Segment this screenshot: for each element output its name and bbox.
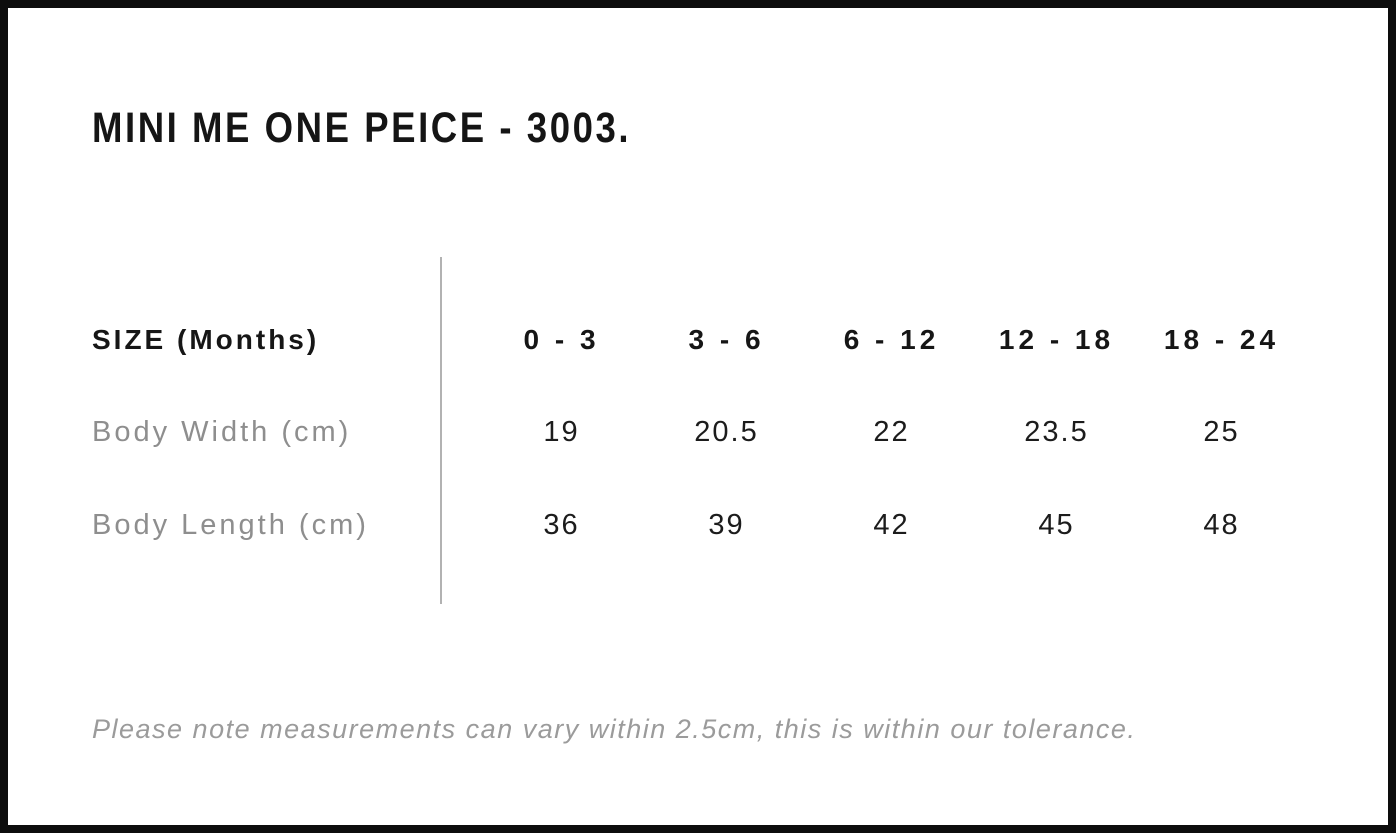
row-label-body-width: Body Width (cm)	[92, 416, 352, 448]
body-width-value: 25	[1203, 416, 1240, 448]
tolerance-note: Please note measurements can vary within…	[92, 714, 1137, 744]
body-width-value: 23.5	[1024, 416, 1089, 448]
body-width-value: 19	[543, 416, 580, 448]
body-length-value: 36	[543, 509, 580, 541]
page-title: MINI ME ONE PEICE - 3003.	[92, 104, 632, 152]
body-width-value: 20.5	[694, 416, 759, 448]
size-header-label: SIZE (Months)	[92, 323, 320, 355]
column-header-18-24: 18 - 24	[1163, 323, 1280, 355]
row-label-body-length: Body Length (cm)	[92, 509, 369, 541]
column-header-3-6: 3 - 6	[688, 323, 765, 355]
column-header-0-3: 0 - 3	[523, 323, 600, 355]
body-length-value: 39	[708, 509, 745, 541]
size-chart-table: SIZE (Months) 0 - 3 3 - 6 6 - 12 12 - 18…	[92, 293, 1304, 572]
column-header-12-18: 12 - 18	[998, 323, 1115, 355]
body-length-value: 42	[873, 509, 910, 541]
table-divider	[440, 257, 442, 604]
column-header-6-12: 6 - 12	[843, 323, 940, 355]
body-width-value: 22	[873, 416, 910, 448]
body-length-value: 45	[1038, 509, 1075, 541]
body-length-value: 48	[1203, 509, 1240, 541]
